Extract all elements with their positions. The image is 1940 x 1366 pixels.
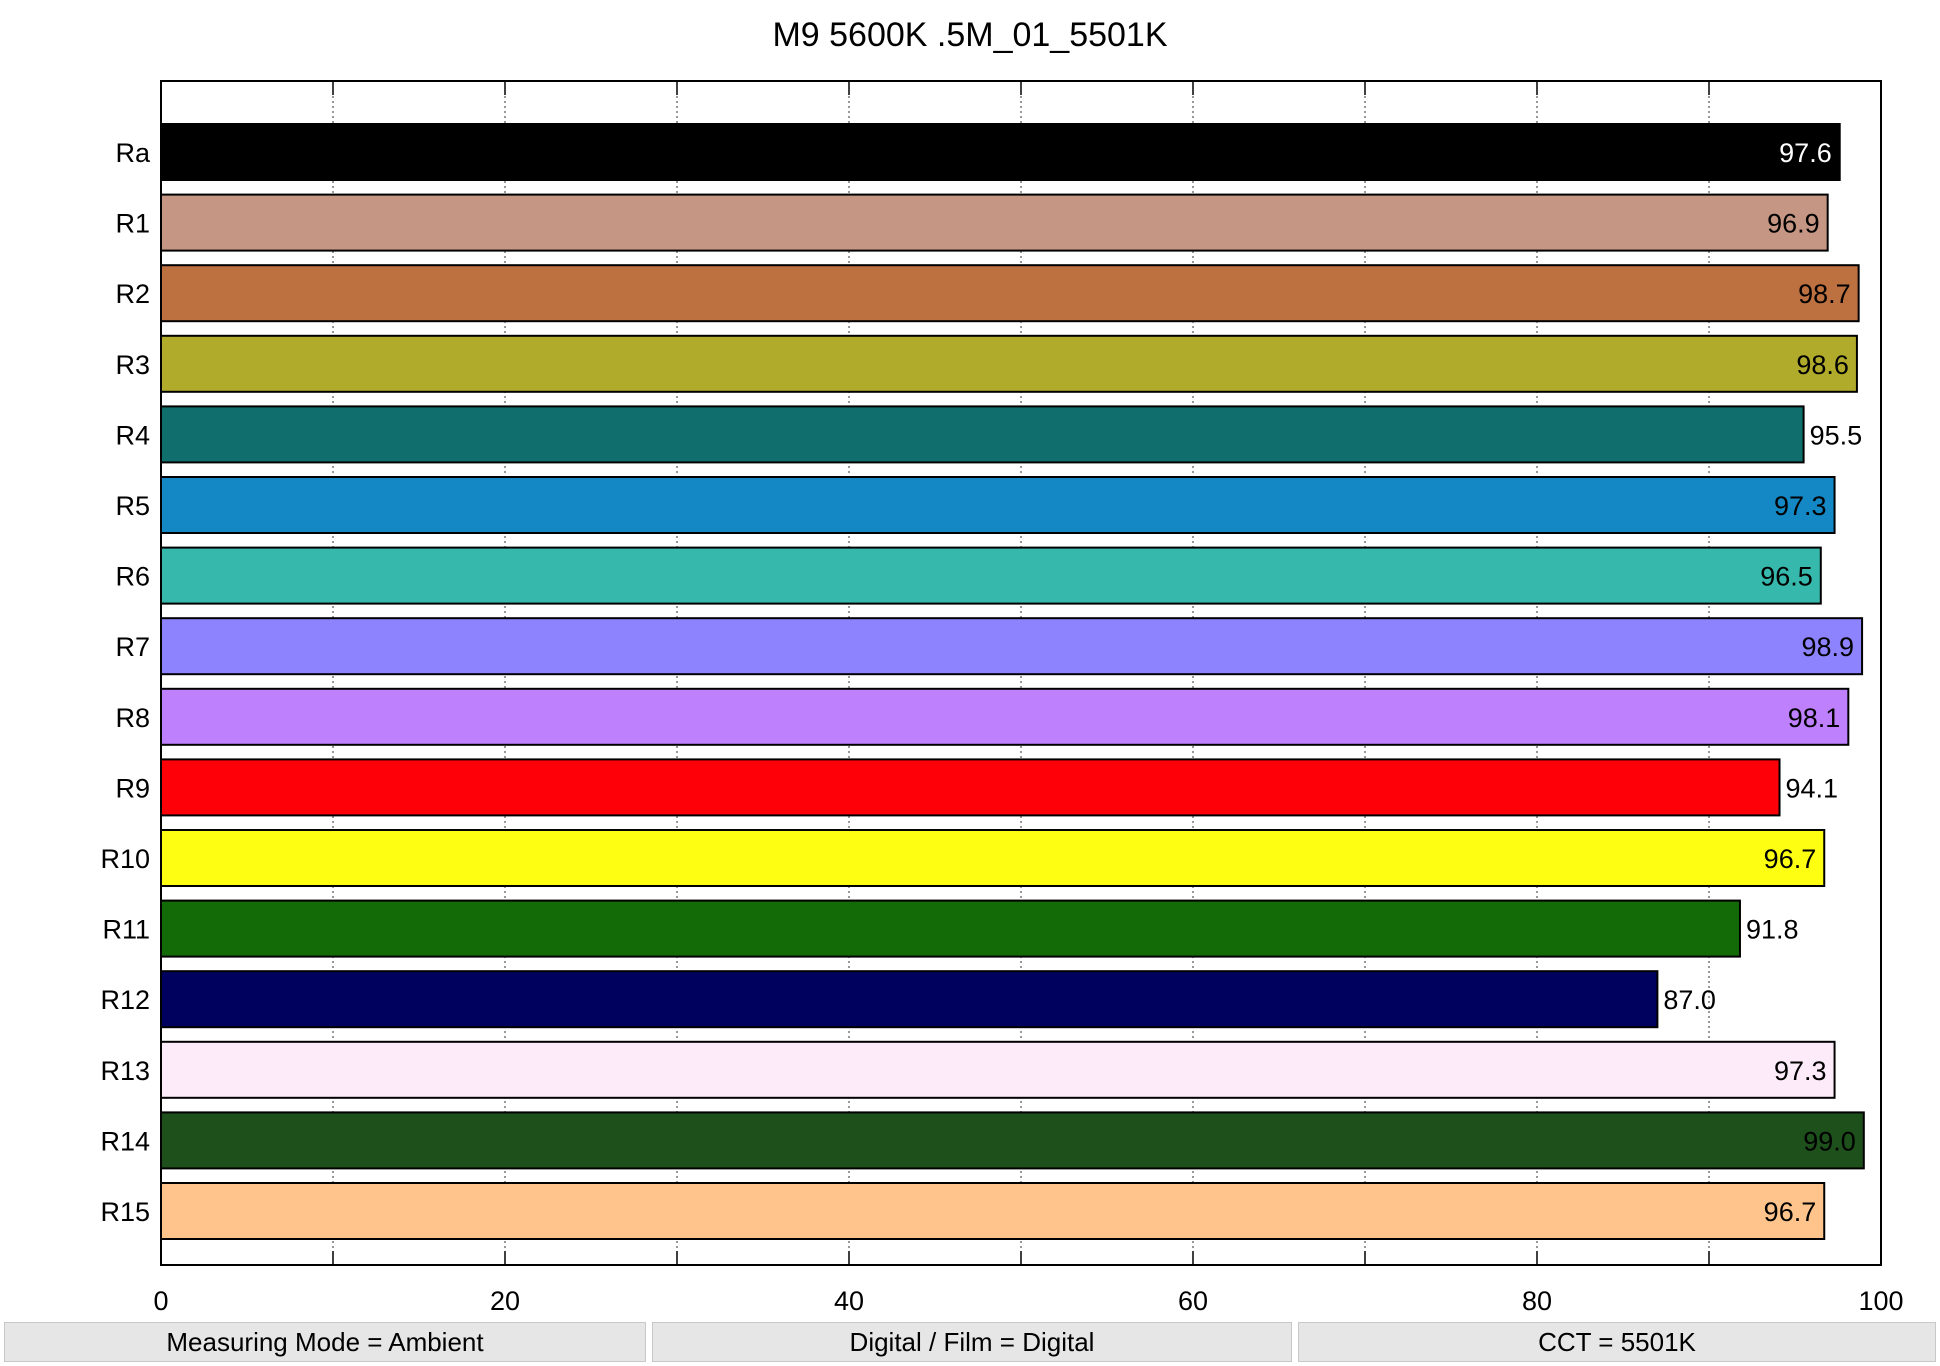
x-tick-labels: 0 20 40 60 80 100 xyxy=(153,1286,1903,1316)
value-label-r9: 94.1 xyxy=(1786,773,1839,803)
value-label-r5: 97.3 xyxy=(1774,491,1827,521)
bar-r6 xyxy=(160,546,1822,605)
bar-r9 xyxy=(160,758,1781,817)
x-tick-label: 40 xyxy=(834,1286,864,1316)
x-tick-label: 0 xyxy=(153,1286,168,1316)
x-tick-label: 80 xyxy=(1522,1286,1552,1316)
value-label-r6: 96.5 xyxy=(1760,562,1813,592)
chart-title: M9 5600K .5M_01_5501K xyxy=(772,16,1168,54)
bar-r12 xyxy=(160,970,1659,1029)
bar-r10 xyxy=(160,829,1826,887)
category-label: R4 xyxy=(115,420,150,450)
bar-r1 xyxy=(160,193,1829,252)
category-label: R8 xyxy=(115,703,150,733)
value-label-r11: 91.8 xyxy=(1746,915,1799,945)
x-tick-label: 100 xyxy=(1858,1286,1903,1316)
category-label: R14 xyxy=(100,1126,150,1156)
value-label-r2: 98.7 xyxy=(1798,279,1851,309)
bar-r11 xyxy=(160,899,1741,958)
category-label: Ra xyxy=(115,138,150,168)
bars: 97.6 96.9 98.7 98.6 95.5 97.3 96.5 98.9 98.1 94.1… xyxy=(160,123,1865,1240)
bar-ra xyxy=(160,123,1841,181)
bar-r5 xyxy=(160,476,1836,534)
x-tick-label: 20 xyxy=(490,1286,520,1316)
bar-r3 xyxy=(160,334,1858,393)
value-label-r3: 98.6 xyxy=(1796,350,1849,380)
cct-status: CCT = 5501K xyxy=(1298,1322,1936,1362)
bar-r7 xyxy=(160,617,1864,676)
category-label: R2 xyxy=(115,279,150,309)
category-label: R7 xyxy=(115,632,150,662)
bar-r13 xyxy=(160,1040,1836,1099)
bar-r4 xyxy=(160,405,1805,464)
value-label-r7: 98.9 xyxy=(1802,632,1855,662)
bar-r8 xyxy=(160,687,1850,746)
category-label: R15 xyxy=(100,1197,150,1227)
measuring-mode-status: Measuring Mode = Ambient xyxy=(4,1322,646,1362)
category-label: R6 xyxy=(115,562,150,592)
category-label: R9 xyxy=(115,773,150,803)
value-label-r14: 99.0 xyxy=(1803,1126,1856,1156)
category-label: R11 xyxy=(102,915,150,945)
bar-r2 xyxy=(160,264,1860,323)
category-label: R13 xyxy=(100,1056,150,1086)
bar-r14 xyxy=(160,1111,1865,1170)
category-label: R10 xyxy=(100,844,150,874)
value-label-r10: 96.7 xyxy=(1764,844,1817,874)
value-label-r8: 98.1 xyxy=(1788,703,1841,733)
category-label: R5 xyxy=(115,491,150,521)
category-label: R3 xyxy=(115,350,150,380)
category-label: R12 xyxy=(100,985,150,1015)
value-label-ra: 97.6 xyxy=(1779,138,1832,168)
x-tick-label: 60 xyxy=(1178,1286,1208,1316)
category-label: R1 xyxy=(115,209,150,239)
digital-film-status: Digital / Film = Digital xyxy=(652,1322,1292,1362)
value-label-r1: 96.9 xyxy=(1767,209,1820,239)
bar-r15 xyxy=(160,1182,1826,1240)
y-tick-labels: Ra R1 R2 R3 R4 R5 R6 R7 R8 R9 R10 R11 R12 R13 R14 R15 xyxy=(100,138,151,1227)
value-label-r15: 96.7 xyxy=(1764,1197,1817,1227)
value-label-r12: 87.0 xyxy=(1663,985,1716,1015)
value-label-r4: 95.5 xyxy=(1810,420,1863,450)
value-label-r13: 97.3 xyxy=(1774,1056,1827,1086)
